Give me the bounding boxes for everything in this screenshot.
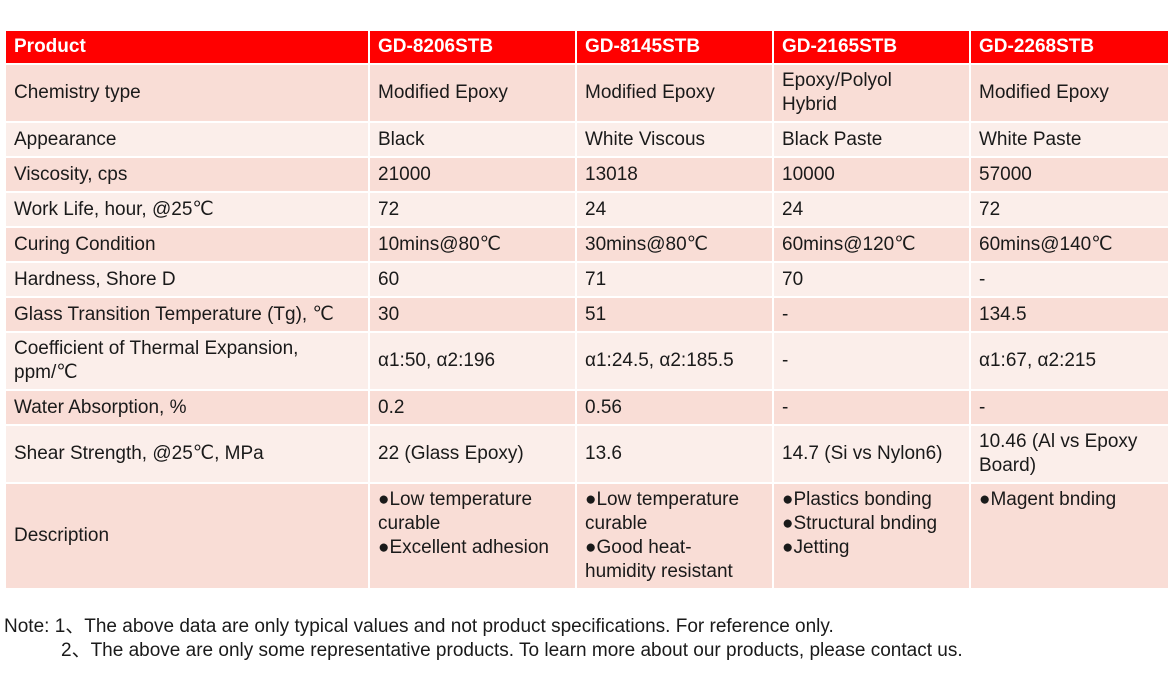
row-label-water-absorption: Water Absorption, % [4,389,370,426]
table-cell: Modified Epoxy [969,63,1170,123]
table-cell: Black [368,121,577,158]
note-line-2: 2、The above are only some representative… [61,640,963,661]
note-line-1: Note: 1、The above data are only typical … [4,616,834,637]
row-label-shear-strength: Shear Strength, @25℃, MPa [4,424,370,484]
table-cell: 60mins@140℃ [969,226,1170,263]
table-cell: ●Low temperature curable ●Excellent adhe… [368,482,577,590]
table-cell: 51 [575,296,774,333]
table-row: Appearance Black White Viscous Black Pas… [4,121,1170,158]
table-cell: 57000 [969,156,1170,193]
table-header-row: Product GD-8206STB GD-8145STB GD-2165STB… [4,29,1170,65]
row-label-chemistry-type: Chemistry type [4,63,370,123]
table-cell: - [772,296,971,333]
table-cell: 30mins@80℃ [575,226,774,263]
table-cell: 70 [772,261,971,298]
table-row: Viscosity, cps 21000 13018 10000 57000 [4,156,1170,193]
product-spec-table: Product GD-8206STB GD-8145STB GD-2165STB… [4,29,1170,590]
table-cell: 60mins@120℃ [772,226,971,263]
table-cell: Black Paste [772,121,971,158]
row-label-curing-condition: Curing Condition [4,226,370,263]
table-cell: - [772,389,971,426]
table-row: Hardness, Shore D 60 71 70 - [4,261,1170,298]
table-cell: 24 [575,191,774,228]
table-cell: ●Magent bnding [969,482,1170,590]
table-cell: - [969,389,1170,426]
table-row: Curing Condition 10mins@80℃ 30mins@80℃ 6… [4,226,1170,263]
table-cell: 14.7 (Si vs Nylon6) [772,424,971,484]
table-row: Chemistry type Modified Epoxy Modified E… [4,63,1170,123]
table-cell: α1:24.5, α2:185.5 [575,331,774,391]
table-cell: α1:67, α2:215 [969,331,1170,391]
table-cell: Modified Epoxy [368,63,577,123]
table-row: Shear Strength, @25℃, MPa 22 (Glass Epox… [4,424,1170,484]
header-gd-8206stb: GD-8206STB [368,29,577,65]
table-cell: ●Plastics bonding ●Structural bnding ●Je… [772,482,971,590]
row-label-description: Description [4,482,370,590]
table-cell: 0.56 [575,389,774,426]
table-cell: α1:50, α2:196 [368,331,577,391]
table-cell: 72 [969,191,1170,228]
row-label-hardness: Hardness, Shore D [4,261,370,298]
row-label-work-life: Work Life, hour, @25℃ [4,191,370,228]
table-cell: 60 [368,261,577,298]
table-row: Work Life, hour, @25℃ 72 24 24 72 [4,191,1170,228]
table-cell: 72 [368,191,577,228]
table-cell: 134.5 [969,296,1170,333]
header-gd-2165stb: GD-2165STB [772,29,971,65]
table-cell: Epoxy/Polyol Hybrid [772,63,971,123]
table-row: Water Absorption, % 0.2 0.56 - - [4,389,1170,426]
table-cell: 21000 [368,156,577,193]
table-cell: 24 [772,191,971,228]
table-cell: 10000 [772,156,971,193]
header-product: Product [4,29,370,65]
table-cell: 0.2 [368,389,577,426]
footnote: Note: 1、The above data are only typical … [4,615,963,663]
table-cell: 71 [575,261,774,298]
table-cell: - [969,261,1170,298]
table-cell: White Viscous [575,121,774,158]
table-row: Coefficient of Thermal Expansion, ppm/℃ … [4,331,1170,391]
table-row: Description ●Low temperature curable ●Ex… [4,482,1170,590]
table-cell: White Paste [969,121,1170,158]
header-gd-2268stb: GD-2268STB [969,29,1170,65]
table-cell: 10.46 (Al vs Epoxy Board) [969,424,1170,484]
table-cell: 22 (Glass Epoxy) [368,424,577,484]
row-label-appearance: Appearance [4,121,370,158]
table-cell: - [772,331,971,391]
table-cell: 10mins@80℃ [368,226,577,263]
table-row: Glass Transition Temperature (Tg), ℃ 30 … [4,296,1170,333]
table-cell: 13018 [575,156,774,193]
table-cell: 13.6 [575,424,774,484]
row-label-viscosity: Viscosity, cps [4,156,370,193]
table-cell: ●Low temperature curable ●Good heat- hum… [575,482,774,590]
table-cell: Modified Epoxy [575,63,774,123]
table-cell: 30 [368,296,577,333]
row-label-thermal-expansion: Coefficient of Thermal Expansion, ppm/℃ [4,331,370,391]
header-gd-8145stb: GD-8145STB [575,29,774,65]
row-label-glass-transition: Glass Transition Temperature (Tg), ℃ [4,296,370,333]
